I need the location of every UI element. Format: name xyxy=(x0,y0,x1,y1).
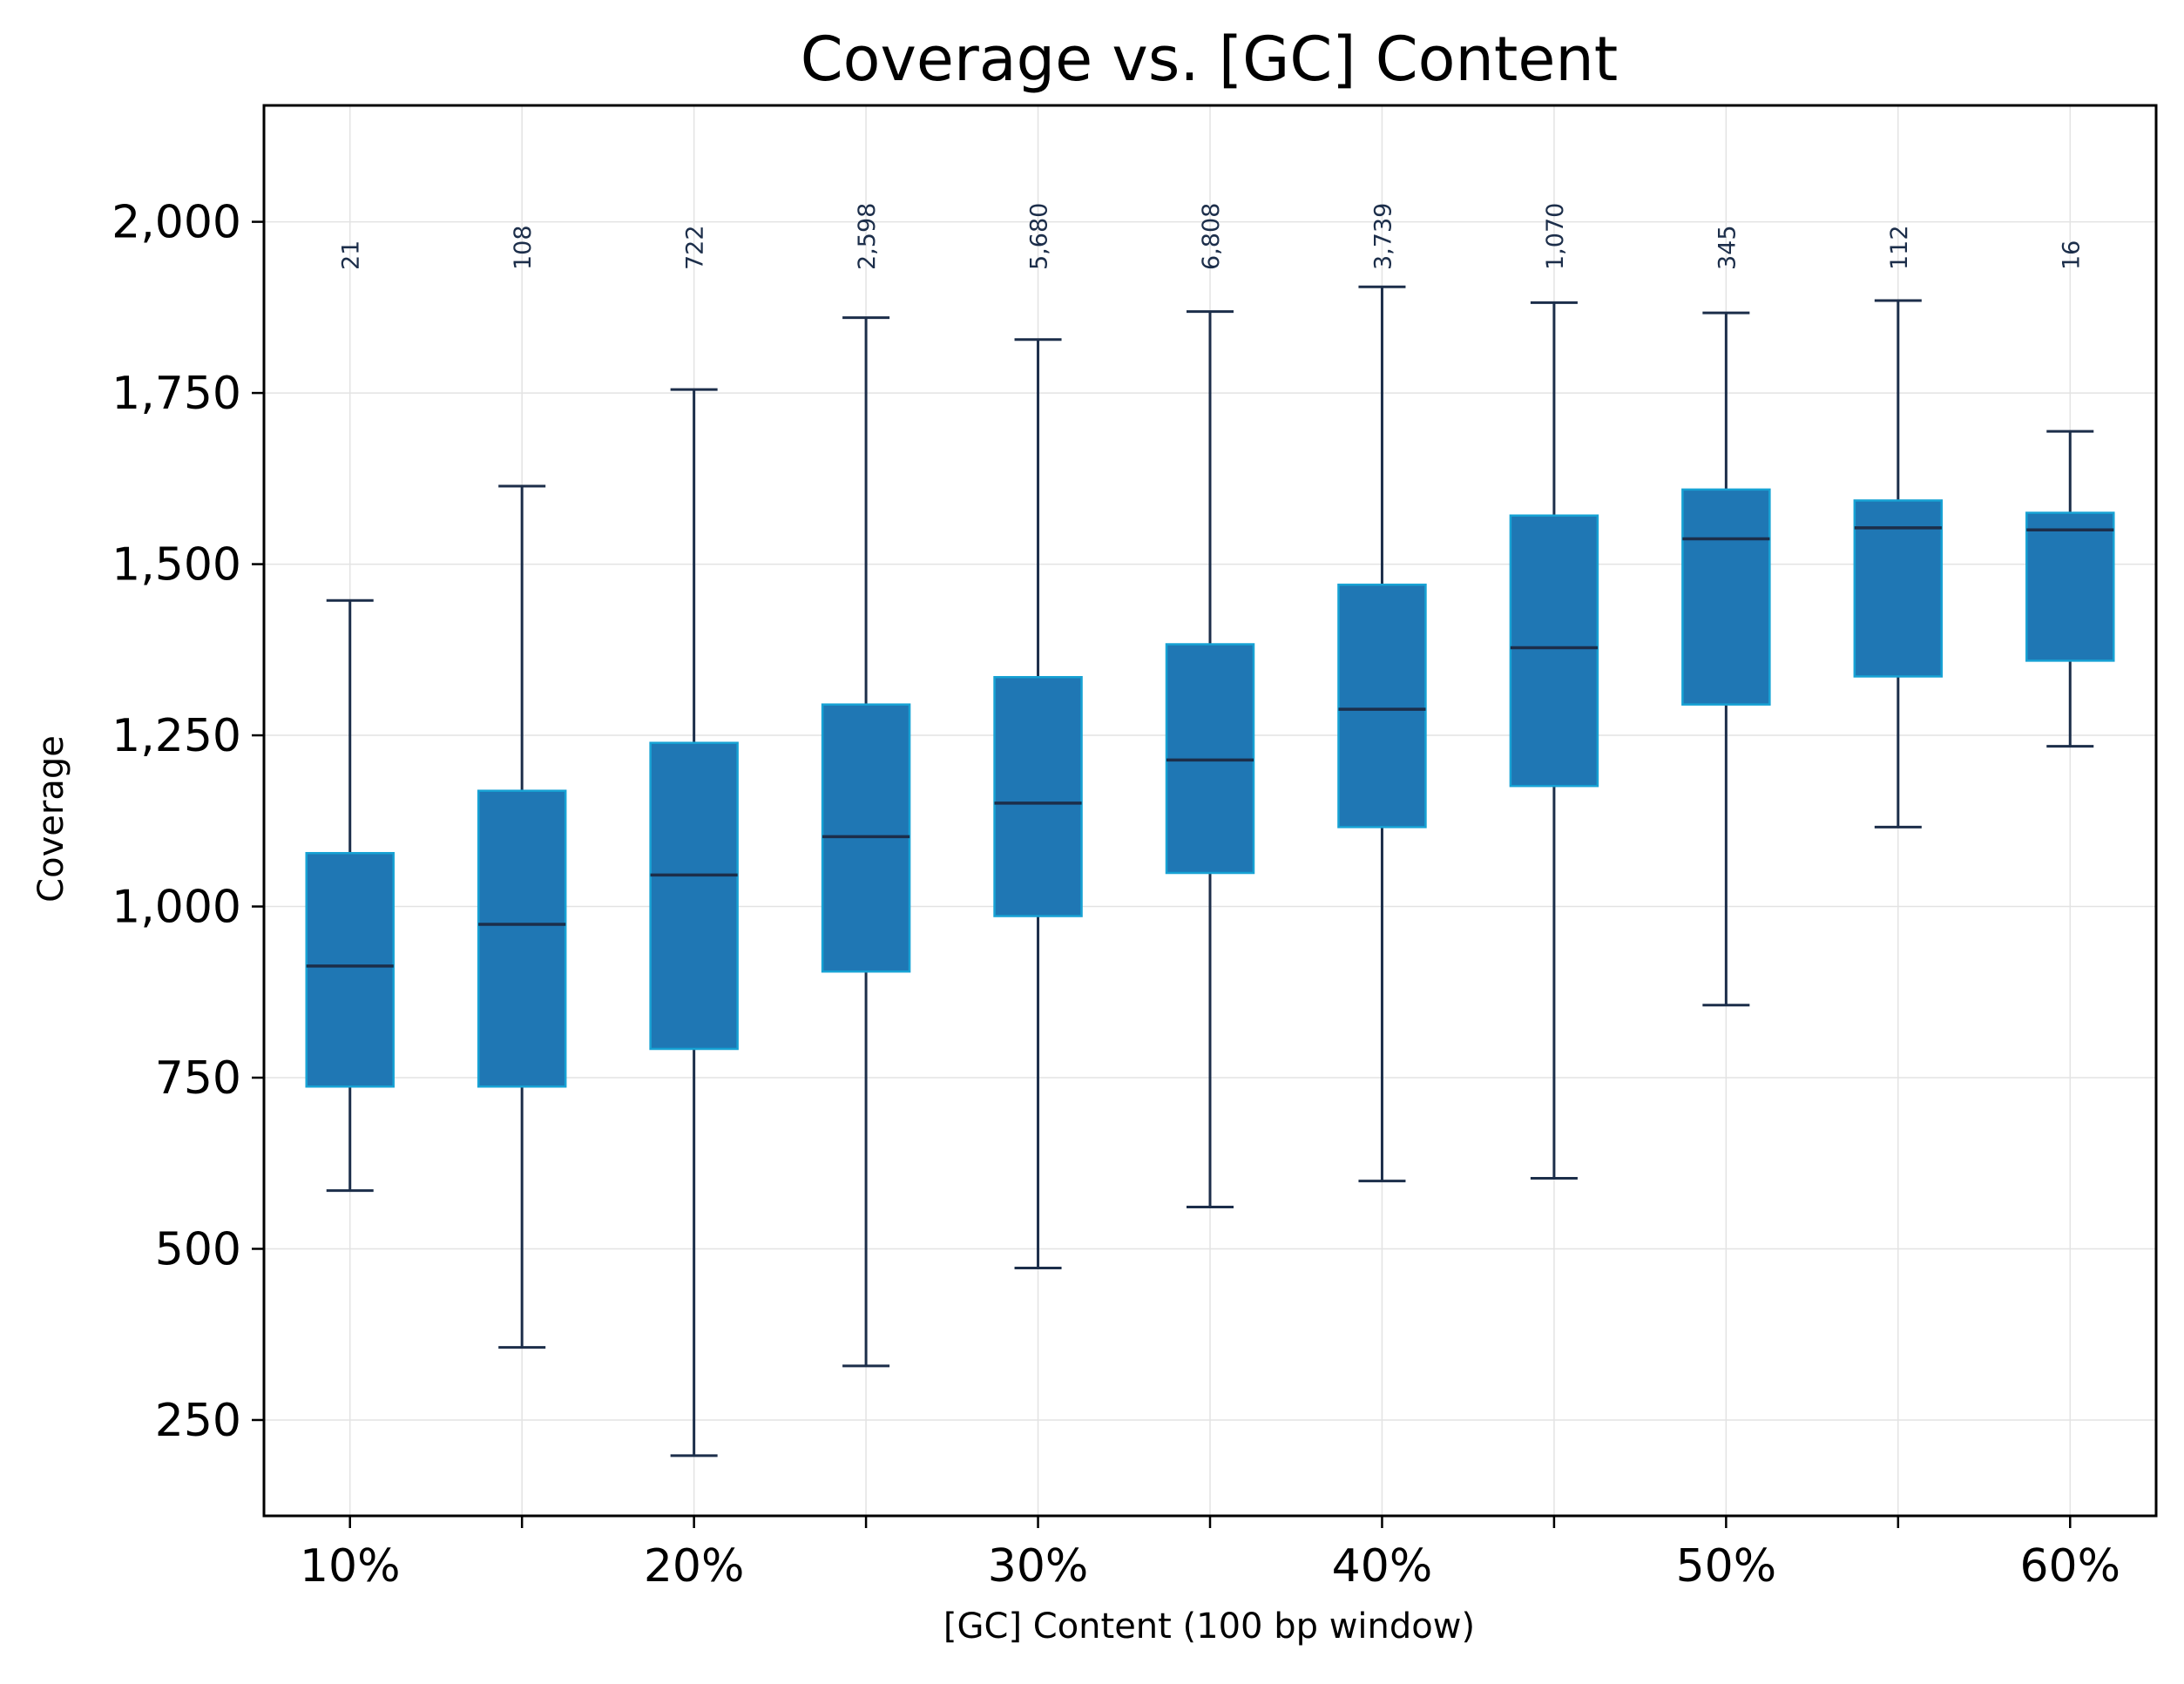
iqr-box xyxy=(1509,514,1599,788)
sample-count-label: 6,808 xyxy=(1198,203,1225,270)
x-tick-label: 50% xyxy=(1676,1540,1777,1593)
iqr-box xyxy=(477,789,567,1088)
x-tick-label: 10% xyxy=(300,1540,401,1593)
sample-count-label: 3,739 xyxy=(1369,203,1396,270)
sample-count-label: 21 xyxy=(338,240,365,270)
tick-layer: 250 500 750 1,000 1,250 1,500 1,750 2,000 10% 20%… xyxy=(112,197,2120,1593)
y-tick-label: 1,000 xyxy=(112,882,241,934)
x-tick-label: 60% xyxy=(2019,1540,2120,1593)
sample-count-label: 112 xyxy=(1886,225,1913,270)
y-axis-label: Coverage xyxy=(31,735,71,903)
y-tick-label: 2,000 xyxy=(112,197,241,249)
x-tick-label: 30% xyxy=(988,1540,1089,1593)
sample-count-label: 345 xyxy=(1714,225,1741,270)
x-tick-label: 40% xyxy=(1332,1540,1433,1593)
count-label-layer: 21 108 722 2,598 5,680 6,808 3,739 1,070 345 112 1… xyxy=(338,203,2086,270)
iqr-box xyxy=(1337,583,1427,828)
sample-count-label: 722 xyxy=(682,225,709,270)
chart-title: Coverage vs. [GC] Content xyxy=(801,24,1618,95)
iqr-box xyxy=(305,851,395,1088)
x-tick-label: 20% xyxy=(644,1540,745,1593)
sample-count-label: 16 xyxy=(2058,240,2085,270)
sample-count-label: 1,070 xyxy=(1542,203,1569,270)
iqr-box xyxy=(1681,488,1771,706)
iqr-box xyxy=(993,675,1083,917)
iqr-box xyxy=(649,741,739,1051)
sample-count-label: 2,598 xyxy=(854,203,881,270)
y-tick-label: 500 xyxy=(155,1223,241,1275)
sample-count-label: 108 xyxy=(510,225,537,270)
x-axis-label: [GC] Content (100 bp window) xyxy=(943,1606,1475,1647)
sample-count-label: 5,680 xyxy=(1026,203,1053,270)
y-tick-label: 750 xyxy=(155,1052,241,1105)
y-tick-label: 1,750 xyxy=(112,368,241,420)
y-tick-label: 1,250 xyxy=(112,710,241,762)
iqr-box xyxy=(1853,499,1944,678)
y-tick-label: 1,500 xyxy=(112,539,241,592)
y-tick-label: 250 xyxy=(155,1395,241,1447)
box-layer xyxy=(305,285,2115,1457)
iqr-box xyxy=(2025,511,2115,662)
